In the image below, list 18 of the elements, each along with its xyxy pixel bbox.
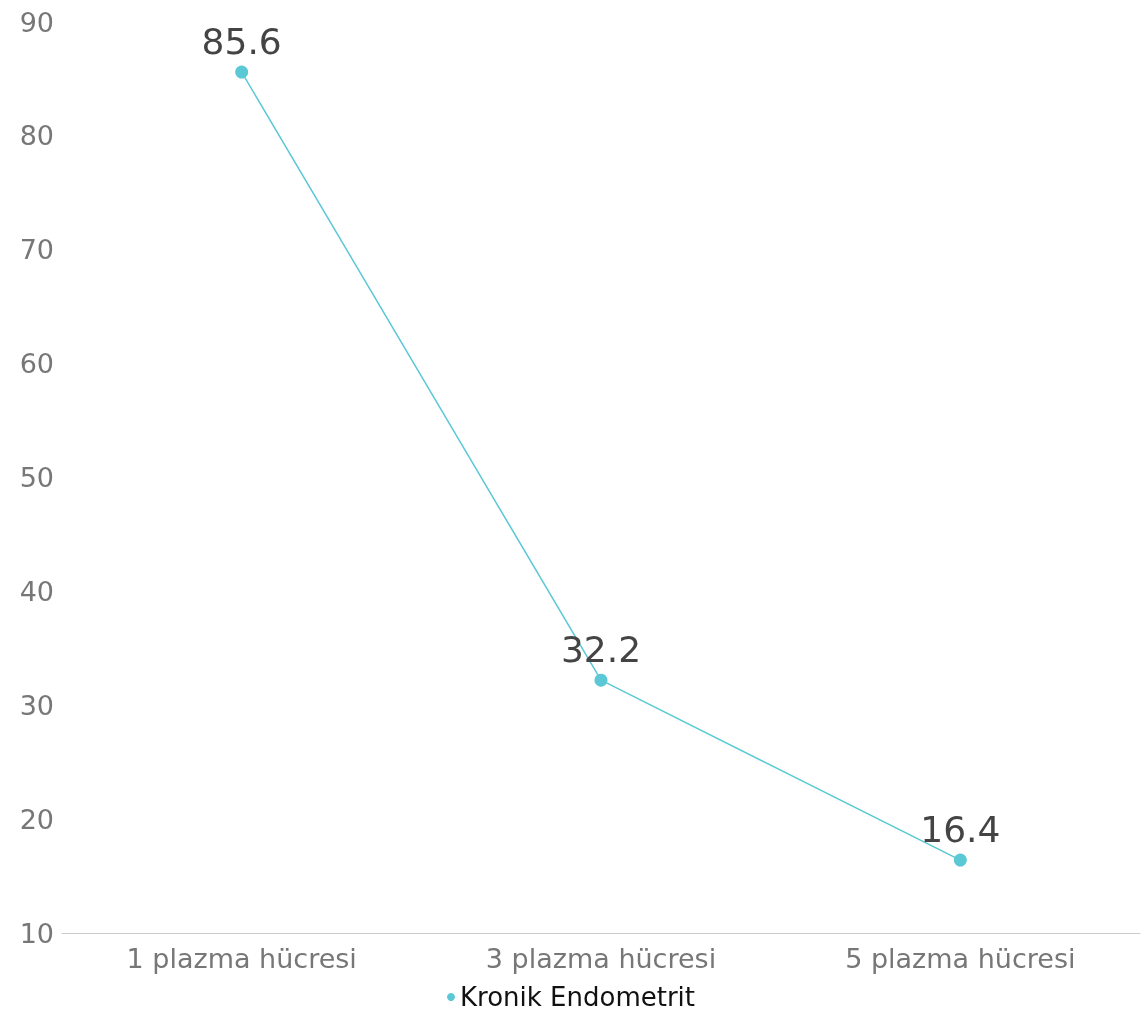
y-tick-label: 10 [19,917,54,949]
data-label: 16.4 [920,809,1001,851]
x-tick-label: 1 plazma hücresi [126,943,357,974]
x-tick-label: 3 plazma hücresi [485,943,717,974]
y-tick-label: 60 [19,348,54,380]
y-tick-label: 90 [19,6,54,38]
y-tick-label: 50 [19,462,54,493]
y-tick-label: 80 [19,120,54,152]
y-tick-label: 30 [19,689,54,721]
y-tick-label: 40 [19,575,54,607]
legend-label: Kronik Endometrit [459,982,696,1012]
point [953,853,967,867]
point [594,673,608,687]
y-tick-label: 20 [19,803,54,835]
y-tick-label: 70 [19,234,54,266]
x-tick-label: 5 plazma hücresi [845,943,1076,974]
point [235,65,249,79]
data-label: 85.6 [201,21,282,63]
